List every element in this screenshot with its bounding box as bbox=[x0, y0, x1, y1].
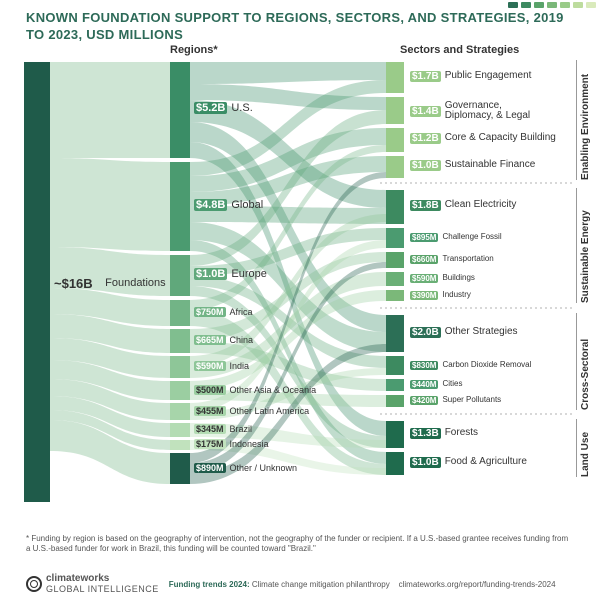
report-subtitle: Climate change mitigation philanthropy bbox=[252, 580, 390, 589]
footer: climateworks GLOBAL INTELLIGENCE Funding… bbox=[26, 574, 580, 594]
footnote: * Funding by region is based on the geog… bbox=[26, 534, 574, 555]
brand-text: climateworks GLOBAL INTELLIGENCE bbox=[46, 574, 159, 594]
footer-report: Funding trends 2024: Climate change miti… bbox=[169, 580, 580, 589]
sankey-chart: KNOWN FOUNDATION SUPPORT TO REGIONS, SEC… bbox=[0, 0, 600, 600]
report-url: climateworks.org/report/funding-trends-2… bbox=[399, 580, 556, 589]
report-title: Funding trends 2024: bbox=[169, 580, 250, 589]
brand-logo: climateworks GLOBAL INTELLIGENCE bbox=[26, 574, 159, 594]
brand-name: climateworks bbox=[46, 574, 159, 584]
brand-tag: GLOBAL INTELLIGENCE bbox=[46, 584, 159, 594]
globe-icon bbox=[26, 576, 42, 592]
sankey-svg bbox=[0, 0, 600, 600]
